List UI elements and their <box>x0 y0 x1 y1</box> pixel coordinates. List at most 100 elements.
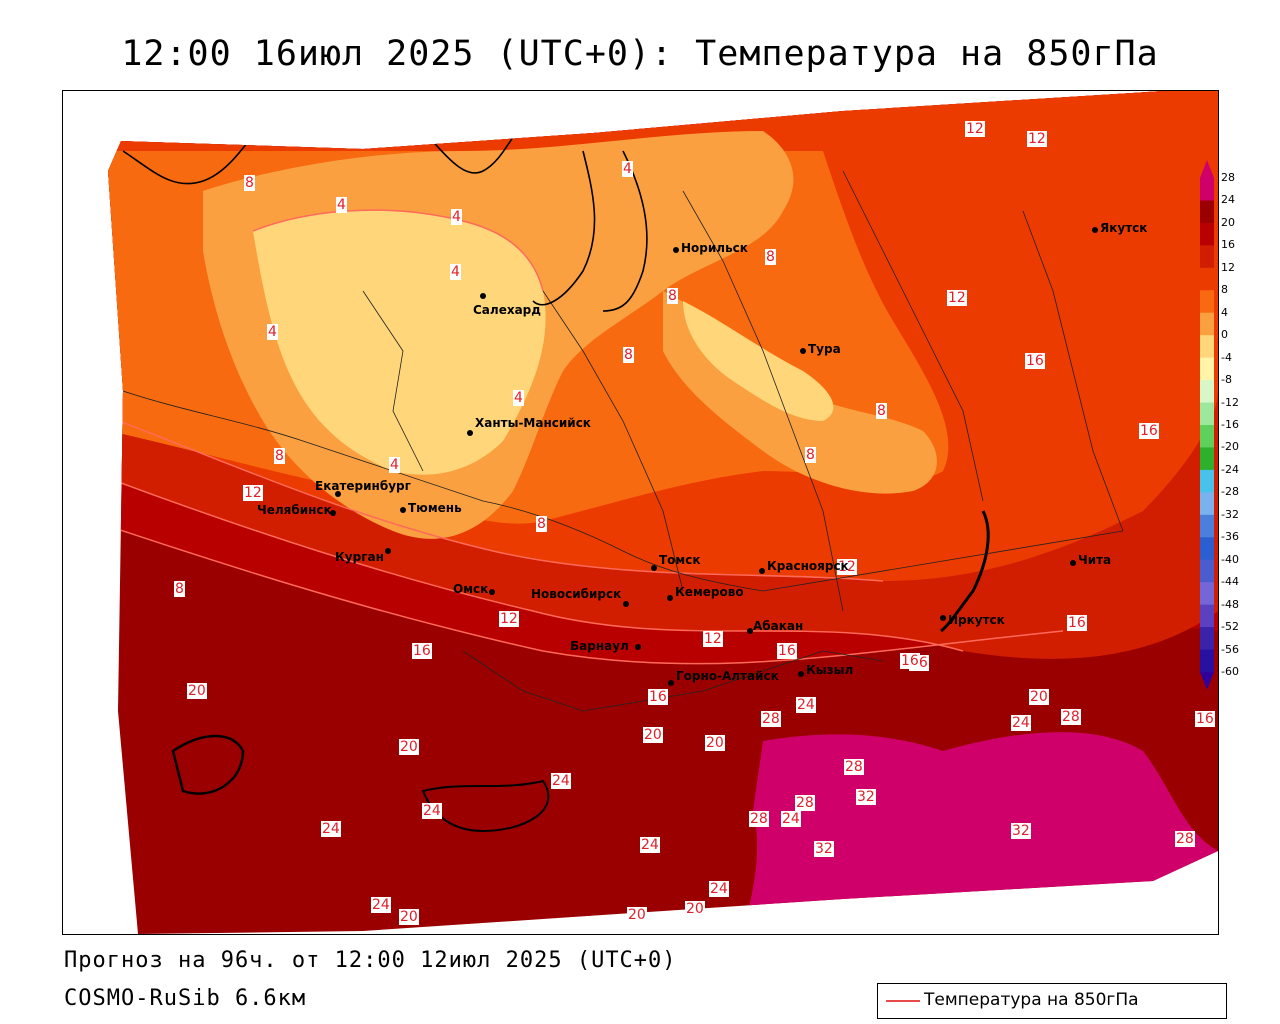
colorbar-tick-label: -32 <box>1221 507 1239 521</box>
city-marker <box>335 491 341 497</box>
isoline-label: 16 <box>648 689 668 705</box>
city-marker <box>747 628 753 634</box>
isoline-label: 8 <box>876 403 887 419</box>
colorbar-segment <box>1200 222 1214 246</box>
colorbar-tick-label: 20 <box>1221 215 1235 229</box>
city-label: Ханты-Мансийск <box>475 416 591 430</box>
city-label: Иркутск <box>948 613 1005 627</box>
isoline-label: 16 <box>1195 711 1215 727</box>
colorbar-segment <box>1200 335 1214 359</box>
colorbar-bottom-arrow <box>1200 672 1214 690</box>
colorbar-tick-label: -52 <box>1221 620 1239 634</box>
city-marker <box>330 510 336 516</box>
isoline-label: 4 <box>267 324 278 340</box>
city-marker <box>480 293 486 299</box>
isoline-label: 12 <box>965 121 985 137</box>
isoline-label: 24 <box>1011 715 1031 731</box>
colorbar <box>1200 160 1214 690</box>
isoline-label: 4 <box>513 390 524 406</box>
colorbar-segment <box>1200 604 1214 628</box>
colorbar-segment <box>1200 469 1214 493</box>
colorbar-segment <box>1200 514 1214 538</box>
colorbar-tick-label: 16 <box>1221 238 1235 252</box>
colorbar-tick-label: -60 <box>1221 665 1239 678</box>
colorbar-tick-label: -20 <box>1221 440 1239 454</box>
isoline-label: 16 <box>1025 353 1045 369</box>
city-label: Норильск <box>681 241 748 255</box>
isoline-label: 24 <box>796 697 816 713</box>
colorbar-tick-label: 12 <box>1221 260 1235 274</box>
isoline-label: 24 <box>321 821 341 837</box>
map-title: 12:00 16июл 2025 (UTC+0): Температура на… <box>121 34 1159 74</box>
colorbar-tick-label: 0 <box>1221 328 1228 342</box>
isoline-label: 12 <box>499 611 519 627</box>
isoline-label: 4 <box>451 209 462 225</box>
isoline-label: 32 <box>814 841 834 857</box>
city-marker <box>667 595 673 601</box>
forecast-info: Прогноз на 96ч. от 12:00 12июл 2025 (UTC… <box>64 948 677 973</box>
colorbar-tick-label: 4 <box>1221 305 1228 319</box>
city-label: Омск <box>453 582 489 596</box>
isoline-label: 4 <box>450 264 461 280</box>
colorbar-tick-label: -4 <box>1221 350 1232 364</box>
isoline-label: 12 <box>703 631 723 647</box>
isoline-label: 20 <box>685 901 705 917</box>
isoline-label: 8 <box>805 447 816 463</box>
colorbar-tick-label: 8 <box>1221 283 1228 297</box>
legend-label: Температура на 850гПа <box>924 990 1139 1010</box>
isoline-label: 28 <box>749 811 769 827</box>
city-marker <box>940 615 946 621</box>
isoline-label: 8 <box>623 347 634 363</box>
isoline-label: 8 <box>174 581 185 597</box>
colorbar-segment <box>1200 649 1214 673</box>
temperature-map <box>108 91 1218 934</box>
city-marker <box>385 548 391 554</box>
isoline-label: 12 <box>1027 131 1047 147</box>
isoline-label: 8 <box>667 288 678 304</box>
isoline-label: 28 <box>844 759 864 775</box>
colorbar-segment <box>1200 447 1214 471</box>
isoline-label: 8 <box>765 249 776 265</box>
city-marker <box>623 601 629 607</box>
city-marker <box>651 565 657 571</box>
isoline-label: 12 <box>837 559 857 575</box>
city-label: Челябинск <box>257 503 332 517</box>
colorbar-tick-label: 24 <box>1221 193 1235 207</box>
colorbar-segment <box>1200 492 1214 516</box>
isoline-label: 24 <box>371 897 391 913</box>
city-marker <box>668 680 674 686</box>
colorbar-segment <box>1200 582 1214 606</box>
city-marker <box>1092 227 1098 233</box>
isoline-label: 24 <box>781 811 801 827</box>
isoline-label: 28 <box>1061 709 1081 725</box>
city-marker <box>489 589 495 595</box>
colorbar-segment <box>1200 402 1214 426</box>
isoline-label: 4 <box>622 161 633 177</box>
isoline-label: 4 <box>336 197 347 213</box>
colorbar-segment <box>1200 357 1214 381</box>
colorbar-tick-label: -48 <box>1221 597 1239 611</box>
city-label: Тура <box>808 342 841 356</box>
colorbar-segment <box>1200 627 1214 651</box>
colorbar-segment <box>1200 178 1214 201</box>
colorbar-segment <box>1200 245 1214 269</box>
colorbar-tick-label: -8 <box>1221 373 1232 387</box>
colorbar-tick-label: -36 <box>1221 530 1239 544</box>
colorbar-tick-label: -44 <box>1221 575 1239 589</box>
colorbar-segment <box>1200 200 1214 224</box>
city-label: Абакан <box>753 619 804 633</box>
isoline-label: 28 <box>795 795 815 811</box>
city-marker <box>798 671 804 677</box>
isoline-label: 16 <box>900 653 920 669</box>
colorbar-tick-label: -40 <box>1221 552 1239 566</box>
isoline-label: 20 <box>399 739 419 755</box>
isoline-label: 16 <box>1067 615 1087 631</box>
colorbar-segment <box>1200 267 1214 291</box>
colorbar-tick-label: -12 <box>1221 395 1239 409</box>
isoline-label: 4 <box>389 457 400 473</box>
colorbar-top-arrow <box>1200 160 1214 178</box>
city-marker <box>800 348 806 354</box>
colorbar-tick-label: -24 <box>1221 462 1239 476</box>
isoline-label: 16 <box>1139 423 1159 439</box>
colorbar-tick-label: 28 <box>1221 171 1235 184</box>
